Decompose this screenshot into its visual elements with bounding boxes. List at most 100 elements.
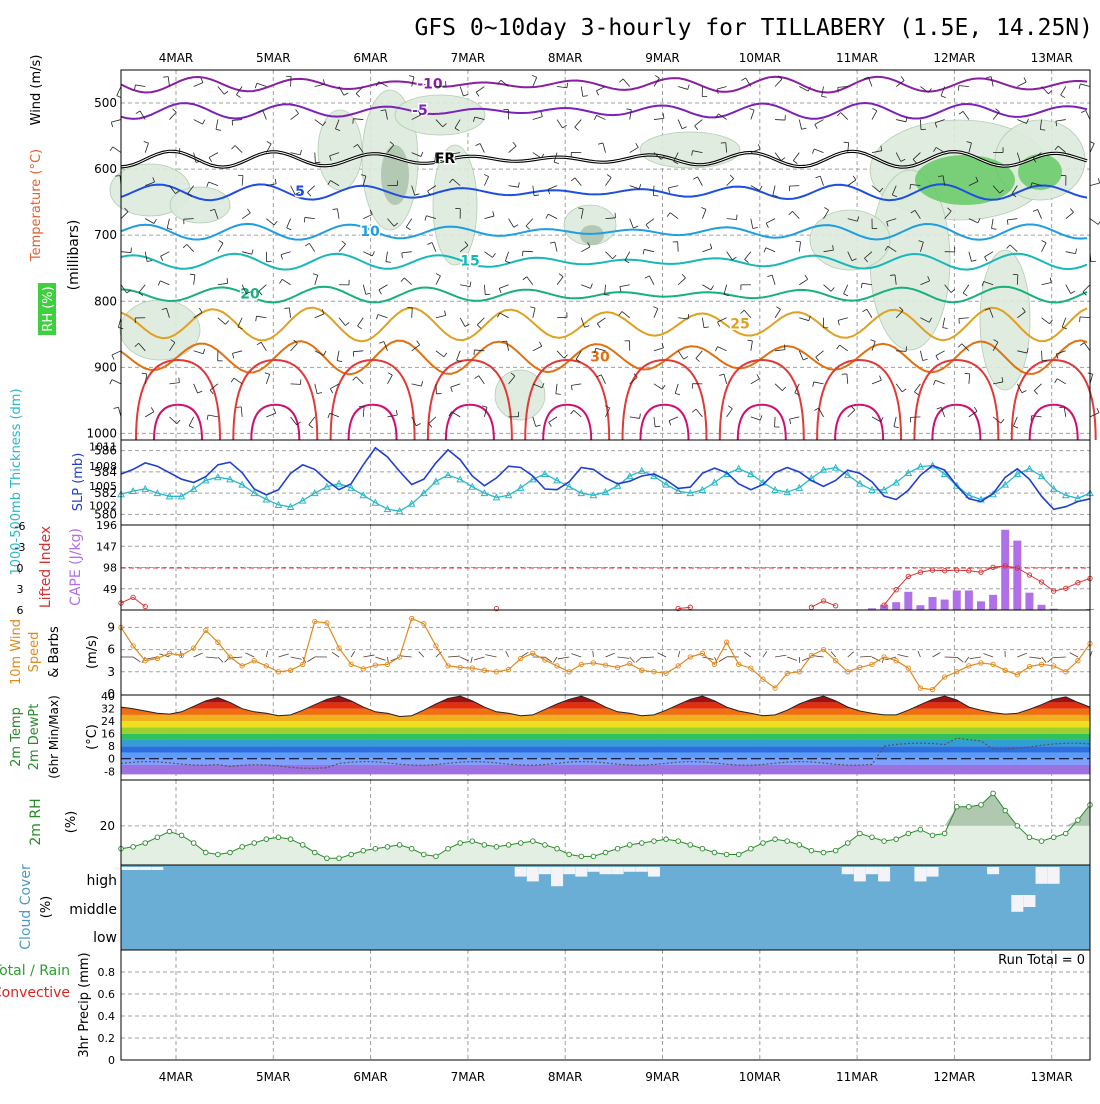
rh-marker <box>155 835 160 840</box>
wind-barb-flag <box>190 274 195 275</box>
rh-marker <box>833 848 838 853</box>
top-date-label: 8MAR <box>548 51 583 65</box>
wind10m-barb <box>775 655 786 657</box>
rh-marker <box>1027 835 1032 840</box>
wind-barb <box>571 384 581 386</box>
wind-barb-flag <box>219 241 223 244</box>
wind-barb-flag <box>267 141 271 143</box>
wind-barb-flag <box>853 176 856 180</box>
wind-barb-flag <box>719 374 724 375</box>
wind-barb <box>596 87 605 91</box>
p1-ytick: 800 <box>94 294 117 308</box>
wind-barb-flag <box>427 242 432 244</box>
wind-barb <box>963 111 969 119</box>
wind-barb-flag <box>764 248 766 253</box>
p5-ytick: 8 <box>108 740 115 753</box>
wind-barb-flag <box>1079 84 1080 89</box>
wind-barb <box>630 186 639 189</box>
wind-barb-flag <box>1007 220 1008 225</box>
wind-barb-flag <box>1022 390 1026 392</box>
wind-barb-flag <box>730 175 734 179</box>
cloud-high-bar <box>636 867 648 872</box>
wind-barb <box>1056 120 1066 122</box>
cloud-high-bar <box>987 867 999 874</box>
wind-barb-flag <box>526 226 530 229</box>
wind-barb <box>575 178 581 186</box>
wind-barb-flag <box>619 79 623 82</box>
wind-barb <box>766 248 775 252</box>
wind-barb-flag <box>136 111 140 114</box>
wind10m-barb <box>419 652 424 657</box>
p2-ytick-right: 1002 <box>89 499 117 512</box>
wind-barb <box>1017 82 1026 87</box>
wind-barb-flag <box>958 344 962 348</box>
wind-barb-flag <box>937 407 942 409</box>
lifted-index-line <box>811 601 835 607</box>
temp-band <box>121 709 1090 715</box>
p1-ytick: 700 <box>94 228 117 242</box>
wind-barb-flag <box>177 420 180 424</box>
wind-barb <box>1042 243 1047 252</box>
wind-barb-flag <box>287 228 292 230</box>
wind-barb <box>644 249 654 251</box>
top-date-label: 4MAR <box>159 51 194 65</box>
wind-barb-flag <box>337 361 342 362</box>
wind-barb <box>457 351 461 360</box>
wind-barb <box>499 285 508 289</box>
wind-barb-flag <box>813 382 814 387</box>
wind-barb <box>121 252 131 253</box>
wind-barb <box>218 283 228 285</box>
wind-barb-flag <box>142 373 147 374</box>
wind-barb-flag <box>300 150 301 155</box>
wind-barb-flag <box>844 294 849 296</box>
wind-barb <box>484 285 485 295</box>
lifted-index-line <box>884 566 1090 605</box>
wind-barb-flag <box>1042 241 1046 243</box>
wind-barb-flag <box>803 358 808 360</box>
wind-barb <box>436 384 437 394</box>
wind-barb-flag <box>539 342 541 346</box>
wind-barb <box>896 351 906 352</box>
wind-barb-flag <box>562 125 566 128</box>
wind-barb-flag <box>514 225 518 228</box>
wind-barb-flag <box>396 410 397 415</box>
temp-band <box>121 759 1090 765</box>
wind-barb-flag <box>330 389 332 393</box>
cloud-high-bar <box>139 867 151 870</box>
wind-barb <box>678 351 683 359</box>
wind-barb <box>557 317 567 318</box>
temp-band <box>121 765 1090 774</box>
wind-barb-flag <box>183 244 187 247</box>
wind-barb-flag <box>745 259 749 262</box>
wind-barb-flag <box>493 211 494 216</box>
wind-barb-flag <box>633 226 638 228</box>
wind-barb <box>959 86 969 87</box>
rh-marker <box>724 852 729 857</box>
p2-ytick-right: 1011 <box>89 441 117 454</box>
rh-marker <box>252 841 257 846</box>
wind-barb-flag <box>1001 419 1004 423</box>
wind-barb <box>315 84 325 86</box>
wind10m-barb <box>194 653 203 657</box>
wind-barb-flag <box>247 209 250 213</box>
wind-barb-flag <box>619 311 622 315</box>
p8-ytick: 0 <box>108 1054 115 1067</box>
wind-barb-flag <box>781 158 785 161</box>
temp-band <box>121 702 1090 708</box>
wind-barb <box>792 211 799 218</box>
wind-barb-flag <box>655 75 659 78</box>
contour-label: 25 <box>730 316 749 332</box>
wind-barb-flag <box>470 282 471 287</box>
bottom-date-label: 5MAR <box>256 1070 291 1084</box>
rh-fill-high <box>121 793 1090 825</box>
wind-barb <box>169 153 179 154</box>
wind-barb <box>112 351 121 355</box>
temp-band <box>121 752 1090 758</box>
wind-barb <box>291 384 301 385</box>
wind-barb <box>218 87 224 95</box>
wind-barb-flag <box>985 257 988 261</box>
wind-barb <box>412 77 414 87</box>
p1-ytick: 900 <box>94 360 117 374</box>
wind10m-barb <box>719 657 727 662</box>
